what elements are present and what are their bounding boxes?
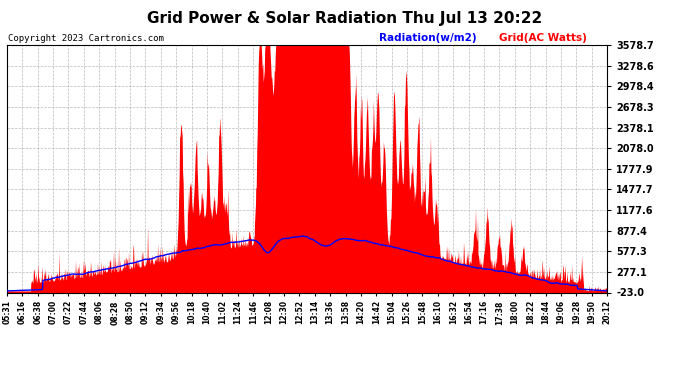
Text: Grid Power & Solar Radiation Thu Jul 13 20:22: Grid Power & Solar Radiation Thu Jul 13 … bbox=[148, 11, 542, 26]
Text: Grid(AC Watts): Grid(AC Watts) bbox=[499, 33, 587, 42]
Text: Radiation(w/m2): Radiation(w/m2) bbox=[379, 33, 477, 42]
Text: Copyright 2023 Cartronics.com: Copyright 2023 Cartronics.com bbox=[8, 33, 164, 42]
